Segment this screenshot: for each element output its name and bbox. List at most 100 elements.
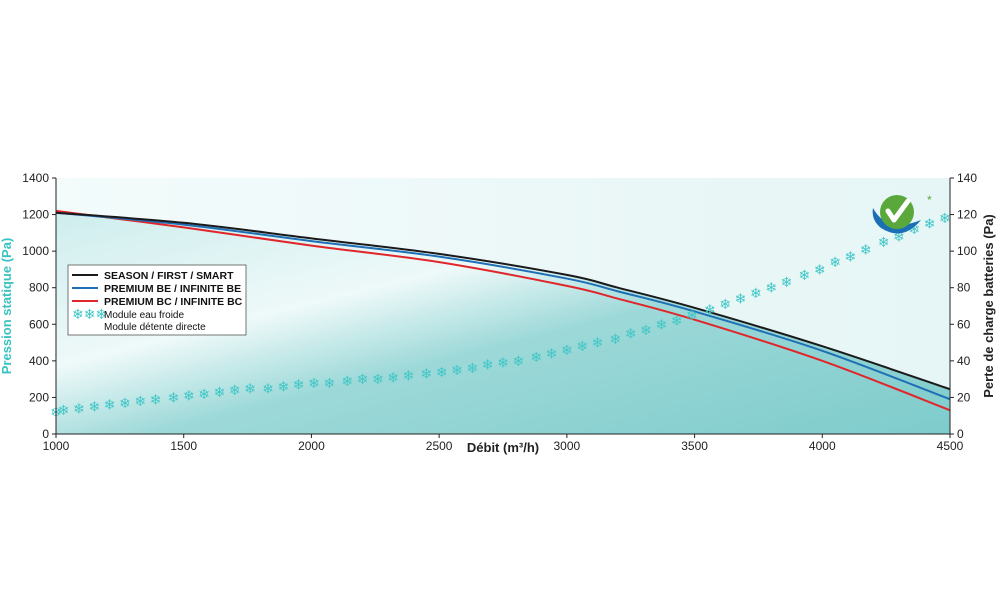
legend: SEASON / FIRST / SMART PREMIUM BE / INFI…: [67, 264, 247, 336]
snowflake-marker: ❄: [640, 323, 652, 339]
snowflake-marker: ❄: [73, 401, 85, 417]
snowflake-marker: ❄: [229, 383, 241, 399]
snowflake-marker: ❄: [323, 376, 335, 392]
y2-tick-label: 140: [957, 171, 977, 185]
snowflake-marker: ❄: [686, 308, 698, 324]
snowflake-marker: ❄: [58, 403, 70, 419]
snowflake-marker: ❄: [719, 297, 731, 313]
snowflake-marker: ❄: [262, 381, 274, 397]
snowflake-marker: ❄: [546, 347, 558, 363]
x-tick-label: 3000: [554, 439, 581, 453]
snowflake-marker: ❄: [387, 370, 399, 386]
snowflake-marker: ❄: [829, 255, 841, 271]
snowflake-marker: ❄: [735, 292, 747, 308]
y2-tick-labels: 0 20 40 60 80 100 120 140: [950, 171, 977, 441]
snowflake-marker: ❄: [655, 317, 667, 333]
legend-label-premium-be: PREMIUM BE / INFINITE BE: [104, 283, 241, 295]
snowflake-marker: ❄: [561, 343, 573, 359]
y-tick-label: 1000: [22, 244, 49, 258]
snowflake-marker: ❄: [421, 367, 433, 383]
legend-label-module-eau-froide: Module eau froide: [104, 310, 184, 321]
snowflake-marker: ❄: [625, 326, 637, 342]
snowflake-marker: ❄: [878, 235, 890, 251]
series-line-season: [55, 211, 951, 391]
snowflake-marker: ❄: [893, 230, 905, 246]
y2-tick-label: 0: [957, 427, 964, 441]
series-lines: [55, 209, 951, 412]
y2-tick-label: 80: [957, 281, 971, 295]
logo-swoosh-blue: [872, 208, 921, 234]
snowflake-marker: ❄: [214, 385, 226, 401]
snowflake-marker: ❄: [436, 365, 448, 381]
y-axis-title: Pression statique (Pa): [0, 238, 14, 375]
legend-label-season: SEASON / FIRST / SMART: [104, 270, 234, 282]
snowflake-marker: ❄: [244, 381, 256, 397]
legend-swatch-snowflakes: ❄❄❄: [72, 307, 107, 323]
logo-checkmark: [885, 198, 911, 223]
y2-tick-label: 100: [957, 244, 977, 258]
x-tick-label: 3500: [681, 439, 708, 453]
snowflake-marker: ❄: [704, 303, 716, 319]
snowflake-marker: ❄: [908, 222, 920, 238]
snowflake-marker: ❄: [119, 396, 131, 412]
logo-asterisk: *: [927, 193, 932, 207]
snowflake-marker: ❄: [512, 354, 524, 370]
snowflake-marker: ❄: [451, 363, 463, 379]
x-tick-label: 1500: [170, 439, 197, 453]
snowflake-marker: ❄: [781, 275, 793, 291]
y2-tick-label: 20: [957, 390, 971, 404]
snowflake-marker: ❄: [497, 356, 509, 372]
snowflake-marker: ❄: [357, 372, 369, 388]
y-tick-label: 200: [29, 390, 49, 404]
snowflake-marker: ❄: [592, 336, 604, 352]
snowflake-marker: ❄: [466, 361, 478, 377]
y-tick-labels: 0 200 400 600 800 1000 1200 1400: [22, 171, 56, 441]
y-tick-label: 600: [29, 317, 49, 331]
x-tick-label: 2500: [426, 439, 453, 453]
x-axis-title: Débit (m³/h): [467, 440, 539, 455]
snowflake-marker: ❄: [799, 268, 811, 284]
snowflake-marker: ❄: [150, 392, 162, 408]
snowflake-marker: ❄: [134, 394, 146, 410]
snowflake-marker: ❄: [765, 281, 777, 297]
certification-logo: *: [872, 193, 932, 234]
snowflake-marker: ❄: [530, 350, 542, 366]
snowflake-marker: ❄: [183, 389, 195, 405]
snowflake-marker: ❄: [671, 314, 683, 330]
snowflake-marker: ❄: [939, 211, 951, 227]
x-tick-label: 1000: [43, 439, 70, 453]
x-tick-label: 2000: [298, 439, 325, 453]
snowflake-marker: ❄: [341, 374, 353, 390]
snowflake-marker: ❄: [168, 390, 180, 406]
x-tick-labels: 1000 1500 2000 2500 3000 3500 4000 4500: [43, 434, 964, 453]
snowflake-marker: ❄: [104, 398, 116, 414]
series-line-premium-bc: [55, 209, 951, 412]
y2-tick-label: 60: [957, 317, 971, 331]
y2-axis-title: Perte de charge batteries (Pa): [981, 214, 996, 398]
x-tick-label: 4000: [809, 439, 836, 453]
y2-tick-label: 40: [957, 354, 971, 368]
y-tick-label: 1400: [22, 171, 49, 185]
snowflake-marker: ❄: [293, 378, 305, 394]
snowflake-marker: ❄: [277, 379, 289, 395]
snowflake-marker: ❄: [88, 400, 100, 416]
y-tick-label: 400: [29, 354, 49, 368]
snowflake-marker: ❄: [198, 387, 210, 403]
snowflake-marker: ❄: [860, 242, 872, 258]
snowflake-markers: ❄❄ ❄ ❄ ❄ ❄ ❄ ❄ ❄ ❄ ❄ ❄ ❄ ❄ ❄ ❄ ❄ ❄ ❄ ❄ ❄ ❄ ❄ ❄ ❄ ❄ ❄ ❄ ❄ ❄ ❄ ❄ ❄ ❄ ❄ ❄ ❄ ❄ ❄ ❄…: [50, 211, 951, 421]
legend-label-module-detente: Module détente directe: [104, 322, 206, 333]
snowflake-marker: ❄: [403, 368, 415, 384]
snowflake-marker: ❄: [308, 376, 320, 392]
y-tick-label: 0: [42, 427, 49, 441]
area-under-curve: [56, 212, 950, 434]
snowflake-marker: ❄: [576, 339, 588, 355]
snowflake-marker: ❄: [814, 262, 826, 278]
snowflake-marker: ❄: [924, 217, 936, 233]
y-tick-label: 1200: [22, 208, 49, 222]
x-tick-label: 4500: [937, 439, 964, 453]
snowflake-marker: ❄: [372, 372, 384, 388]
legend-box: [67, 264, 247, 336]
y-tick-label: 800: [29, 281, 49, 295]
snowflake-marker: ❄: [845, 250, 857, 266]
